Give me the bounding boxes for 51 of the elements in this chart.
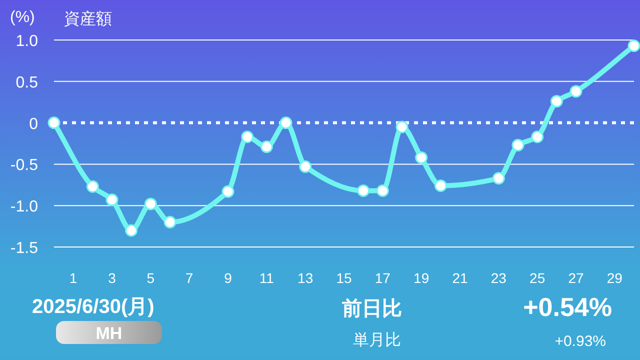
point <box>260 140 273 154</box>
xtick: 27 <box>568 270 584 286</box>
annotation: +0.54% <box>523 292 612 322</box>
point <box>106 194 118 206</box>
ylabel: (%) <box>10 9 35 26</box>
point <box>125 224 138 237</box>
point <box>512 138 524 152</box>
ytick: -1.0 <box>10 198 38 216</box>
ytick: 0 <box>29 116 38 133</box>
annotation: 2025/6/30(月) <box>32 296 154 318</box>
xtick: 19 <box>414 270 430 286</box>
xtick: 11 <box>259 270 274 286</box>
point <box>357 184 370 197</box>
xtick: 17 <box>374 270 390 286</box>
xtick: 29 <box>606 270 622 286</box>
xtick: 15 <box>336 270 352 286</box>
xtick: 1 <box>69 270 78 286</box>
annotation: 前日比 <box>342 298 402 320</box>
point <box>492 172 505 185</box>
ytick: 0.5 <box>16 74 38 92</box>
xtick: 23 <box>490 270 506 286</box>
xtick: 13 <box>298 270 314 286</box>
xtick: 25 <box>530 270 546 286</box>
ytick: -1.5 <box>10 240 38 257</box>
title: 資産額 <box>64 11 112 28</box>
point <box>434 179 447 192</box>
point <box>570 85 582 98</box>
button: MH <box>56 321 162 344</box>
point <box>531 130 544 144</box>
point <box>280 116 292 130</box>
point <box>415 151 428 164</box>
point <box>376 184 389 197</box>
ytick: 1.0 <box>16 33 38 50</box>
xtick: 7 <box>185 270 194 286</box>
ytick: -0.5 <box>10 157 38 174</box>
annotation: 単月比 <box>353 332 401 349</box>
point <box>550 95 563 108</box>
point <box>144 198 157 210</box>
xtick: 3 <box>108 270 116 286</box>
point <box>48 116 60 130</box>
xtick: 21 <box>452 270 468 286</box>
xtick: 9 <box>224 270 232 286</box>
point <box>222 185 234 198</box>
point <box>241 130 254 144</box>
point <box>299 160 312 173</box>
point <box>164 216 176 228</box>
point <box>86 180 99 193</box>
point <box>628 40 640 52</box>
xtick: 5 <box>146 270 155 286</box>
point <box>396 120 408 134</box>
annotation: +0.93% <box>554 333 606 350</box>
